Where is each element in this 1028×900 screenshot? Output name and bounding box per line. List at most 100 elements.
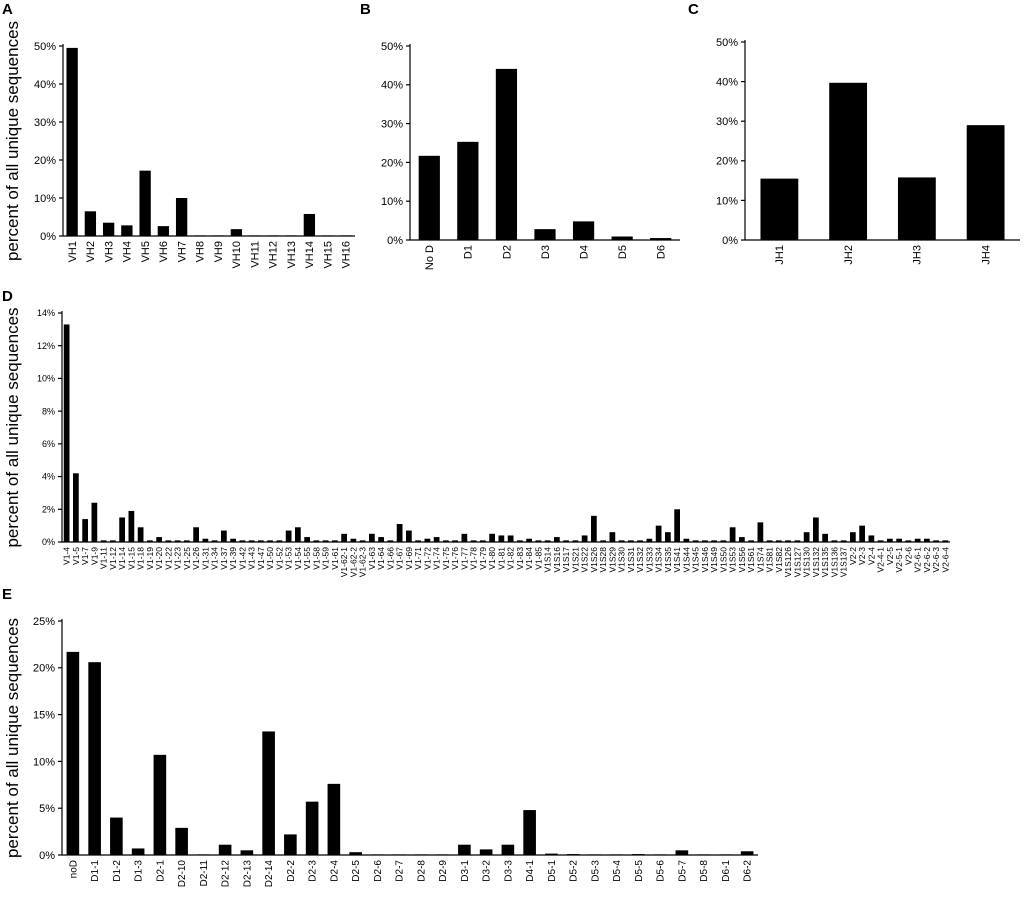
y-tick-label: 5% xyxy=(39,803,55,815)
bar-vh3 xyxy=(102,222,115,236)
x-tick-label: D5 xyxy=(617,245,629,259)
bar-v1-37 xyxy=(221,530,227,542)
x-tick-label: V1-85 xyxy=(533,547,543,570)
bar-v1s127 xyxy=(794,540,801,542)
x-tick-label: D4 xyxy=(578,245,590,259)
bar-v1-50 xyxy=(267,540,273,542)
x-tick-label: JH4 xyxy=(980,245,992,265)
x-tick-label: VH9 xyxy=(213,241,225,262)
x-tick-label: V1-74 xyxy=(432,547,442,570)
x-tick-label: V2-6-4 xyxy=(940,547,950,573)
bar-v1-78 xyxy=(470,540,477,542)
x-tick-label: V2-5-1 xyxy=(894,547,904,573)
bar-d3-2 xyxy=(479,849,493,855)
bar-vh15 xyxy=(321,235,334,236)
bar-d5-5 xyxy=(632,854,645,855)
x-tick-label: D3-3 xyxy=(503,860,514,882)
y-tick-label: 50% xyxy=(34,41,56,53)
bar-v1s82 xyxy=(776,540,782,542)
bar-vh10 xyxy=(230,229,243,236)
bar-vh9 xyxy=(212,235,224,236)
x-tick-label: V1-5 xyxy=(71,547,81,565)
x-tick-label: V1-84 xyxy=(524,547,534,570)
y-tick-label: 6% xyxy=(42,439,55,449)
y-tick-label: 4% xyxy=(42,472,55,482)
bar-d5-3 xyxy=(588,854,602,855)
bar-v1s22 xyxy=(581,535,588,542)
bar-d2-10 xyxy=(175,827,188,855)
y-tick-label: 10% xyxy=(33,756,55,768)
bar-v1-18 xyxy=(137,527,144,542)
x-tick-label: VH7 xyxy=(176,241,188,262)
bar-d5 xyxy=(611,236,633,240)
x-tick-label: D2-14 xyxy=(264,860,275,888)
bar-v1s16 xyxy=(554,537,560,542)
y-tick-label: 25% xyxy=(33,616,55,628)
x-tick-label: V1-20 xyxy=(154,547,164,570)
x-tick-label: V1-67 xyxy=(395,547,405,570)
x-tick-label: V1-59 xyxy=(321,547,331,570)
x-tick-label: V1-43 xyxy=(247,547,257,570)
y-tick-label: 2% xyxy=(42,504,55,514)
bar-v1s136 xyxy=(831,540,838,542)
x-tick-label: V2-6 xyxy=(903,547,913,565)
bar-v1-62-3 xyxy=(359,540,366,542)
bar-d1-2 xyxy=(110,817,123,855)
bar-v1-23 xyxy=(174,540,181,542)
bar-d6-2 xyxy=(740,851,754,855)
bar-v2-6-2 xyxy=(924,538,930,542)
x-tick-label: VH11 xyxy=(249,241,261,268)
x-tick-label: V1-31 xyxy=(200,547,210,570)
x-tick-label: V1-18 xyxy=(136,547,146,570)
x-tick-label: V1-11 xyxy=(99,547,109,569)
x-tick-label: V2-4-1 xyxy=(876,547,886,573)
x-tick-label: V1-22 xyxy=(163,547,173,570)
bar-v1-66 xyxy=(387,540,394,542)
y-tick-label: 20% xyxy=(716,156,738,168)
x-tick-label: V1-26 xyxy=(191,547,201,570)
y-tick-label: 14% xyxy=(37,308,55,318)
bar-v1-53 xyxy=(285,530,292,542)
bar-d2 xyxy=(495,68,518,240)
x-tick-label: V1-64 xyxy=(376,547,386,570)
x-tick-label: V1S130 xyxy=(802,547,812,578)
chart-panel-a: 0% 10% 20% 30% 40% 50% percent of all unique s… xyxy=(3,21,355,269)
bar-d2-2 xyxy=(284,834,297,855)
x-tick-label: D3 xyxy=(540,245,552,259)
x-tick-label: V1-23 xyxy=(173,547,183,570)
chart-panel-e: 0% 5% 10% 15% 20% 25% percent of all unique se… xyxy=(3,616,758,887)
bar-v1s28 xyxy=(600,540,606,542)
x-tick-label: V1S137 xyxy=(839,547,849,578)
x-tick-label: D2-13 xyxy=(242,860,253,888)
bar-nod xyxy=(66,651,80,855)
x-tick-label: D2-2 xyxy=(286,860,297,882)
bar-d1 xyxy=(457,141,479,240)
x-tick-label: V1S50 xyxy=(718,547,728,573)
y-tick-label: 0% xyxy=(42,537,55,547)
x-tick-label: VH3 xyxy=(103,241,115,262)
y-axis-title: percent of all unique sequences xyxy=(3,618,22,858)
panel-label-c: C xyxy=(688,1,699,18)
bar-d2-3 xyxy=(305,801,319,855)
bar-v1-62-1 xyxy=(341,533,347,542)
bar-v1s126 xyxy=(785,540,791,542)
bar-v2-6-3 xyxy=(933,540,939,542)
bar-vh5 xyxy=(139,170,151,236)
bar-v1-20 xyxy=(156,537,162,542)
bar-v1s132 xyxy=(813,517,819,542)
bar-v1s29 xyxy=(609,532,616,542)
x-tick-label: V1-42 xyxy=(237,547,247,570)
x-tick-label: V1S132 xyxy=(811,547,821,578)
x-tick-label: V1S135 xyxy=(820,547,830,578)
x-tick-label: D3-2 xyxy=(482,860,493,882)
bar-v1-75 xyxy=(443,540,449,542)
x-tick-label: V1S45 xyxy=(691,547,701,573)
bar-vh2 xyxy=(84,211,97,236)
bar-vh7 xyxy=(175,198,188,236)
bar-v1-25 xyxy=(184,540,190,542)
bar-d2-8 xyxy=(414,854,428,855)
x-tick-label: VH13 xyxy=(286,241,298,269)
x-tick-label: V1S127 xyxy=(792,547,802,578)
bar-d2-13 xyxy=(240,850,254,855)
